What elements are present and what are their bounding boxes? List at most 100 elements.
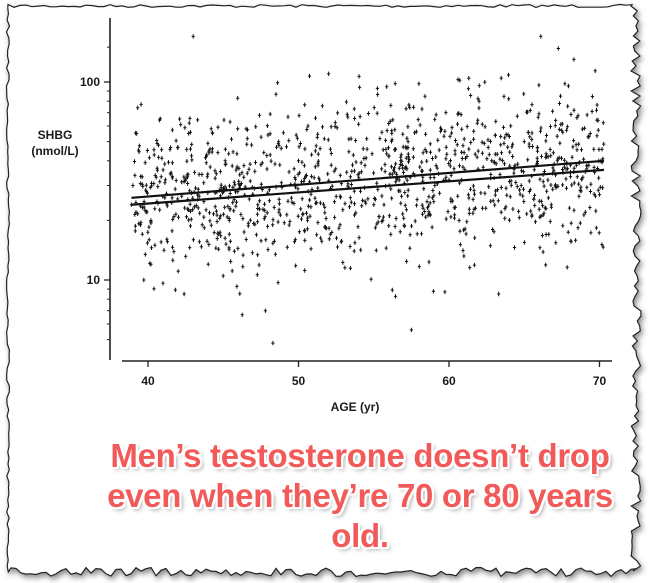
data-point-cloud xyxy=(255,272,259,277)
data-point-cloud xyxy=(564,186,569,191)
data-point-cloud xyxy=(522,91,526,97)
data-point-cloud xyxy=(339,239,343,244)
data-point-cloud xyxy=(234,199,239,205)
data-point-cloud xyxy=(216,231,220,236)
data-point-cloud xyxy=(153,206,157,211)
data-point-cloud xyxy=(544,133,549,138)
data-point-cloud xyxy=(214,171,218,176)
data-point-cloud xyxy=(215,236,219,241)
data-point-cloud xyxy=(337,226,341,231)
data-point-cloud xyxy=(163,161,167,167)
data-point xyxy=(453,148,457,153)
data-point-cloud xyxy=(428,200,432,206)
data-point-cloud xyxy=(396,188,401,193)
data-point-cloud xyxy=(437,147,441,153)
data-point-cloud xyxy=(202,225,206,230)
data-point-cloud xyxy=(199,244,203,249)
data-point-cloud xyxy=(375,86,379,91)
data-point-cloud xyxy=(193,170,197,175)
data-point-cloud xyxy=(406,159,411,164)
data-point-cloud xyxy=(384,147,388,152)
data-point-cloud xyxy=(597,147,601,152)
data-point-cloud xyxy=(134,130,138,136)
data-point-cloud xyxy=(593,68,597,73)
data-point-cloud xyxy=(405,136,409,141)
data-point-cloud xyxy=(588,205,592,210)
data-point-cloud xyxy=(309,246,313,251)
data-point-cloud xyxy=(313,115,318,121)
data-point-cloud xyxy=(323,210,327,215)
data-point-cloud xyxy=(585,185,589,190)
data-point-cloud xyxy=(393,147,397,152)
data-point-cloud xyxy=(461,164,465,170)
data-point-cloud xyxy=(185,174,190,180)
data-point-cloud xyxy=(549,153,553,158)
data-point-cloud xyxy=(326,137,330,142)
data-point-cloud xyxy=(310,152,314,157)
data-point-cloud xyxy=(238,291,242,296)
data-point-cloud xyxy=(235,164,239,170)
data-point-cloud xyxy=(448,163,452,169)
data-point-cloud xyxy=(304,211,309,216)
data-point-cloud xyxy=(294,263,298,268)
data-point-cloud xyxy=(278,212,282,218)
data-point-cloud xyxy=(235,151,239,156)
data-point-cloud xyxy=(488,243,492,248)
data-point-cloud xyxy=(391,117,395,123)
data-point-cloud xyxy=(412,105,416,110)
data-point-cloud xyxy=(188,223,193,229)
data-point-cloud xyxy=(401,165,405,171)
data-point xyxy=(594,108,599,113)
data-point-cloud xyxy=(484,206,488,211)
data-point-cloud xyxy=(260,160,264,166)
data-point-cloud xyxy=(257,262,261,268)
data-point xyxy=(361,146,365,151)
data-point-cloud xyxy=(372,105,376,110)
data-point-cloud xyxy=(287,169,291,175)
data-point-cloud xyxy=(507,134,511,139)
data-point xyxy=(327,71,331,76)
data-point-cloud xyxy=(585,112,589,118)
data-point-cloud xyxy=(152,152,156,158)
data-point-cloud xyxy=(347,136,351,142)
data-point-cloud xyxy=(541,203,545,208)
data-point-cloud xyxy=(507,96,511,102)
data-point-cloud xyxy=(538,214,542,220)
data-point xyxy=(352,248,356,254)
data-point-cloud xyxy=(295,136,299,141)
data-point-cloud xyxy=(250,250,254,255)
data-point-cloud xyxy=(443,289,447,295)
data-point-cloud xyxy=(496,187,500,192)
data-point-cloud xyxy=(210,130,214,135)
data-point-cloud xyxy=(344,99,348,105)
data-point-cloud xyxy=(399,152,403,157)
data-point-cloud xyxy=(314,143,318,149)
data-point-cloud xyxy=(345,112,349,117)
data-point-cloud xyxy=(511,142,515,147)
data-point-cloud xyxy=(576,225,580,230)
data-point-cloud xyxy=(321,202,325,207)
data-point-cloud xyxy=(475,154,479,160)
data-point-cloud xyxy=(198,211,202,216)
data-point-cloud xyxy=(197,194,201,199)
data-point-cloud xyxy=(372,170,376,176)
data-point-cloud xyxy=(366,111,370,116)
data-point-cloud xyxy=(155,168,159,173)
data-point-cloud xyxy=(303,268,307,273)
data-point-cloud xyxy=(276,219,280,225)
data-point-cloud xyxy=(244,237,248,242)
data-point-cloud xyxy=(483,191,487,196)
data-point xyxy=(316,163,320,168)
data-point-cloud xyxy=(537,198,541,204)
data-point xyxy=(131,183,135,188)
data-point-cloud xyxy=(562,158,566,163)
data-point-cloud xyxy=(527,178,531,184)
data-point-cloud xyxy=(406,145,410,150)
data-point-cloud xyxy=(417,264,421,269)
data-point-cloud xyxy=(431,188,435,193)
data-point-cloud xyxy=(411,155,415,160)
data-point-cloud xyxy=(302,228,306,233)
data-point xyxy=(263,308,267,313)
data-point-cloud xyxy=(305,127,309,132)
data-point-cloud xyxy=(281,130,285,135)
